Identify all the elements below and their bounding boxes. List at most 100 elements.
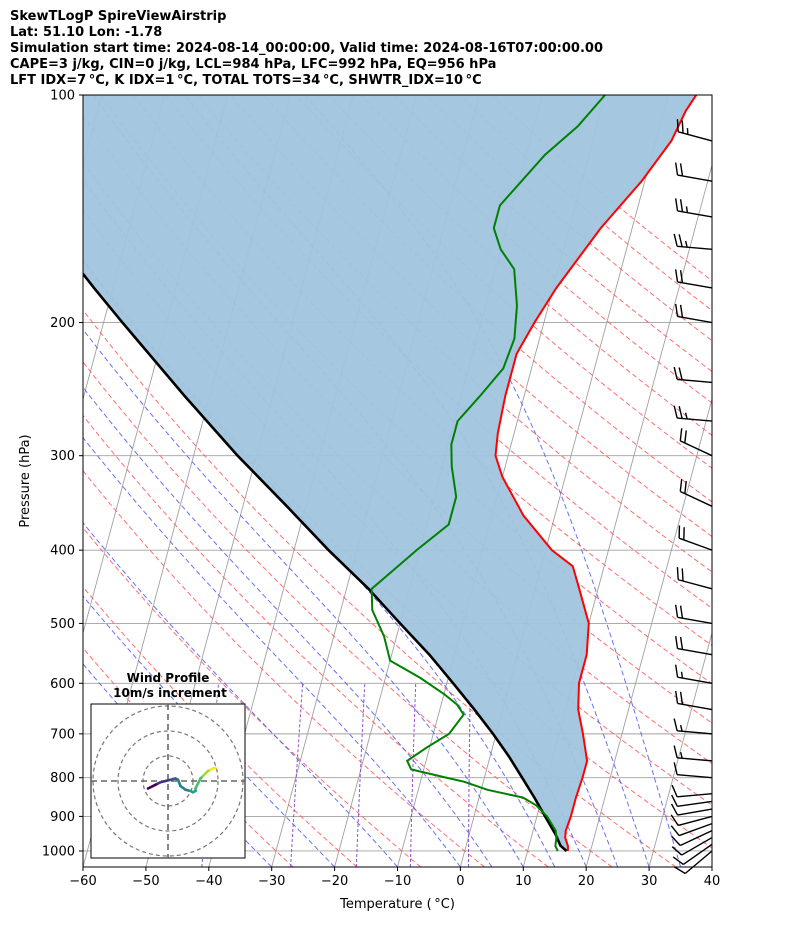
wind-barb-feather <box>679 163 684 177</box>
wind-barb-feather <box>679 428 683 441</box>
wind-barb <box>673 762 713 779</box>
wind-barb <box>671 830 713 847</box>
wind-barb-feather <box>674 198 679 212</box>
moist-adiabat <box>93 95 619 867</box>
wind-barb-feather <box>673 405 678 419</box>
wind-barbs <box>670 119 713 875</box>
wind-barb-feather <box>674 604 679 618</box>
wind-barb-feather <box>673 762 678 775</box>
stability-indices-1: CAPE=3 j/kg, CIN=0 j/kg, LCL=984 hPa, LF… <box>10 57 497 72</box>
wind-barb-staff <box>678 579 713 590</box>
wind-barb <box>674 303 713 324</box>
dry-adiabat <box>262 95 712 503</box>
wind-barb-staff <box>677 773 713 779</box>
wind-barb-feather <box>671 794 678 807</box>
wind-barb <box>673 366 713 384</box>
wind-barb-staff <box>678 822 713 837</box>
wind-barb <box>673 233 713 251</box>
wind-barb-staff <box>677 174 713 182</box>
wind-barb-staff <box>681 836 713 856</box>
wind-barb-feather <box>673 718 678 731</box>
wind-barb-feather <box>679 478 683 492</box>
wind-barb <box>679 478 713 507</box>
wind-barb-feather <box>674 269 679 283</box>
wind-barb <box>674 162 713 182</box>
plot-area <box>83 95 712 867</box>
y-tick-label: 600 <box>50 677 75 692</box>
isotherm-line <box>585 397 712 867</box>
x-tick-label: −30 <box>258 874 285 889</box>
dry-adiabat <box>83 309 677 867</box>
y-tick-label: 800 <box>50 771 75 786</box>
y-tick-label: 200 <box>50 316 75 331</box>
wind-barb <box>678 525 713 551</box>
wind-barb-staff <box>684 850 713 875</box>
moist-adiabat <box>83 386 493 867</box>
cape-area <box>83 95 697 851</box>
dry-adiabat <box>83 414 549 867</box>
simulation-times: Simulation start time: 2024-08-14_00:00:… <box>10 41 603 56</box>
wind-barb <box>674 690 713 711</box>
wind-barb-staff <box>679 830 713 847</box>
wind-barb-staff <box>677 730 713 735</box>
chart-title: SkewTLogP SpireViewAirstrip <box>10 9 227 24</box>
y-tick-label: 400 <box>50 544 75 559</box>
wind-barb <box>673 718 713 735</box>
y-tick-label: 1000 <box>42 844 75 859</box>
hodograph-subtitle: 10m/s increment <box>113 686 227 700</box>
wind-barb <box>673 405 713 422</box>
wind-barb-feather <box>671 846 683 856</box>
wind-barb-half-feather <box>679 751 683 759</box>
wind-barb <box>679 428 713 457</box>
isotherm-line <box>711 865 712 867</box>
wind-barb-feather <box>679 636 684 650</box>
x-tick-label: 20 <box>578 874 595 889</box>
wind-barb-feather <box>681 568 684 582</box>
wind-barb-feather <box>684 430 687 444</box>
wind-barb-half-feather <box>684 412 688 420</box>
moist-adiabat <box>83 522 398 867</box>
x-tick-label: 10 <box>515 874 532 889</box>
wind-barb <box>671 794 713 808</box>
wind-barb-feather <box>679 270 684 283</box>
mixing-ratio-line <box>290 683 304 867</box>
wind-barb <box>671 836 713 856</box>
wind-barb <box>674 636 713 656</box>
dry-adiabat <box>230 95 712 538</box>
hodograph-title: Wind Profile <box>127 671 210 685</box>
dry-adiabat <box>83 647 294 867</box>
x-tick-label: −20 <box>321 874 348 889</box>
wind-barb-staff <box>679 440 713 457</box>
hodograph-inset: Wind Profile 10m/s increment <box>90 671 246 859</box>
isotherm-line <box>648 631 712 867</box>
moist-adiabat <box>83 328 524 867</box>
wind-barb-feather <box>674 636 679 649</box>
dry-adiabat <box>83 586 358 867</box>
wind-barb-staff <box>677 245 713 251</box>
stability-indices-2: LFT IDX=7 °C, K IDX=1 °C, TOTAL TOTS=34 … <box>10 73 482 88</box>
wind-barb-feather <box>674 303 679 317</box>
wind-barb-staff <box>678 131 713 142</box>
wind-barb-feather <box>673 233 678 247</box>
x-tick-label: −50 <box>132 874 159 889</box>
wind-barb-feather <box>671 835 681 846</box>
wind-barb-feather <box>678 234 683 247</box>
x-tick-label: −60 <box>69 874 96 889</box>
wind-barb-staff <box>677 210 713 218</box>
wind-barb-feather <box>676 119 679 132</box>
wind-barb-feather <box>679 691 684 705</box>
wind-barb-staff <box>677 281 713 289</box>
x-axis-title: Temperature ( °C) <box>339 897 455 912</box>
y-tick-label: 300 <box>50 449 75 464</box>
wind-barb-feather <box>670 825 680 837</box>
wind-barb-staff <box>677 800 713 808</box>
wind-barb-feather <box>672 856 684 865</box>
y-axis-title: Pressure (hPa) <box>18 434 33 527</box>
wind-barb-feather <box>678 367 683 380</box>
wind-barb-staff <box>677 315 713 324</box>
axes: −60 −50 −40 −30 −20 −10 0 10 20 30 40 1000 900 800 700… <box>42 89 720 890</box>
dry-adiabat <box>83 527 422 867</box>
wind-barb-staff <box>682 843 713 865</box>
wind-barb <box>671 784 713 798</box>
wind-barb <box>674 850 713 875</box>
